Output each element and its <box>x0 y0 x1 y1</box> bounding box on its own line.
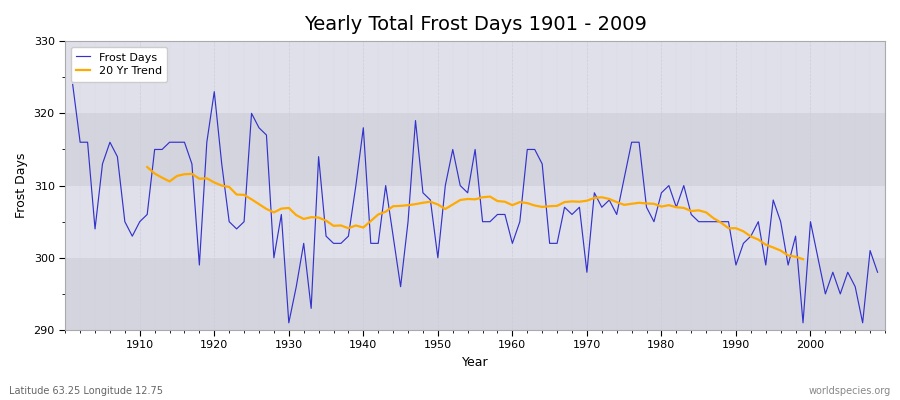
Bar <box>65 41 885 113</box>
20 Yr Trend <box>797 257 808 262</box>
20 Yr Trend <box>477 195 488 200</box>
Bar <box>65 186 885 258</box>
Frost Days <box>298 241 309 246</box>
Text: worldspecies.org: worldspecies.org <box>809 386 891 396</box>
X-axis label: Year: Year <box>462 356 489 369</box>
Text: Latitude 63.25 Longitude 12.75: Latitude 63.25 Longitude 12.75 <box>9 386 163 396</box>
20 Yr Trend <box>142 164 153 169</box>
Bar <box>65 258 885 330</box>
Line: 20 Yr Trend: 20 Yr Trend <box>148 167 803 259</box>
Frost Days <box>872 270 883 275</box>
20 Yr Trend <box>723 226 734 231</box>
Frost Days <box>284 320 294 325</box>
20 Yr Trend <box>209 180 220 185</box>
20 Yr Trend <box>224 184 235 189</box>
Legend: Frost Days, 20 Yr Trend: Frost Days, 20 Yr Trend <box>71 47 167 82</box>
20 Yr Trend <box>395 204 406 208</box>
Line: Frost Days: Frost Days <box>73 84 878 323</box>
20 Yr Trend <box>276 206 287 211</box>
Frost Days <box>515 219 526 224</box>
Frost Days <box>343 234 354 238</box>
Bar <box>65 113 885 186</box>
Frost Days <box>507 241 517 246</box>
Y-axis label: Frost Days: Frost Days <box>15 153 28 218</box>
Frost Days <box>68 82 78 87</box>
Title: Yearly Total Frost Days 1901 - 2009: Yearly Total Frost Days 1901 - 2009 <box>303 15 646 34</box>
Frost Days <box>127 234 138 238</box>
Frost Days <box>604 198 615 202</box>
